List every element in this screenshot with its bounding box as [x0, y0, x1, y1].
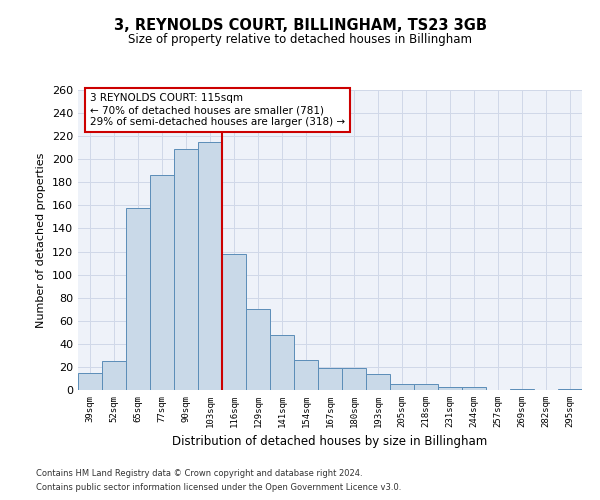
- Bar: [246, 309, 270, 390]
- Bar: [438, 386, 462, 390]
- Bar: [510, 389, 534, 390]
- Bar: [294, 360, 318, 390]
- Bar: [222, 254, 246, 390]
- Text: 3, REYNOLDS COURT, BILLINGHAM, TS23 3GB: 3, REYNOLDS COURT, BILLINGHAM, TS23 3GB: [113, 18, 487, 32]
- Bar: [150, 176, 174, 390]
- Bar: [78, 372, 102, 390]
- Bar: [318, 368, 342, 390]
- Bar: [102, 361, 126, 390]
- Text: Size of property relative to detached houses in Billingham: Size of property relative to detached ho…: [128, 32, 472, 46]
- Bar: [126, 208, 150, 390]
- Bar: [390, 384, 414, 390]
- Text: Contains public sector information licensed under the Open Government Licence v3: Contains public sector information licen…: [36, 484, 401, 492]
- Text: 3 REYNOLDS COURT: 115sqm
← 70% of detached houses are smaller (781)
29% of semi-: 3 REYNOLDS COURT: 115sqm ← 70% of detach…: [90, 94, 345, 126]
- Bar: [342, 368, 366, 390]
- Bar: [174, 149, 198, 390]
- Bar: [414, 384, 438, 390]
- Bar: [558, 389, 582, 390]
- X-axis label: Distribution of detached houses by size in Billingham: Distribution of detached houses by size …: [172, 436, 488, 448]
- Text: Contains HM Land Registry data © Crown copyright and database right 2024.: Contains HM Land Registry data © Crown c…: [36, 468, 362, 477]
- Y-axis label: Number of detached properties: Number of detached properties: [37, 152, 46, 328]
- Bar: [366, 374, 390, 390]
- Bar: [462, 386, 486, 390]
- Bar: [198, 142, 222, 390]
- Bar: [270, 334, 294, 390]
